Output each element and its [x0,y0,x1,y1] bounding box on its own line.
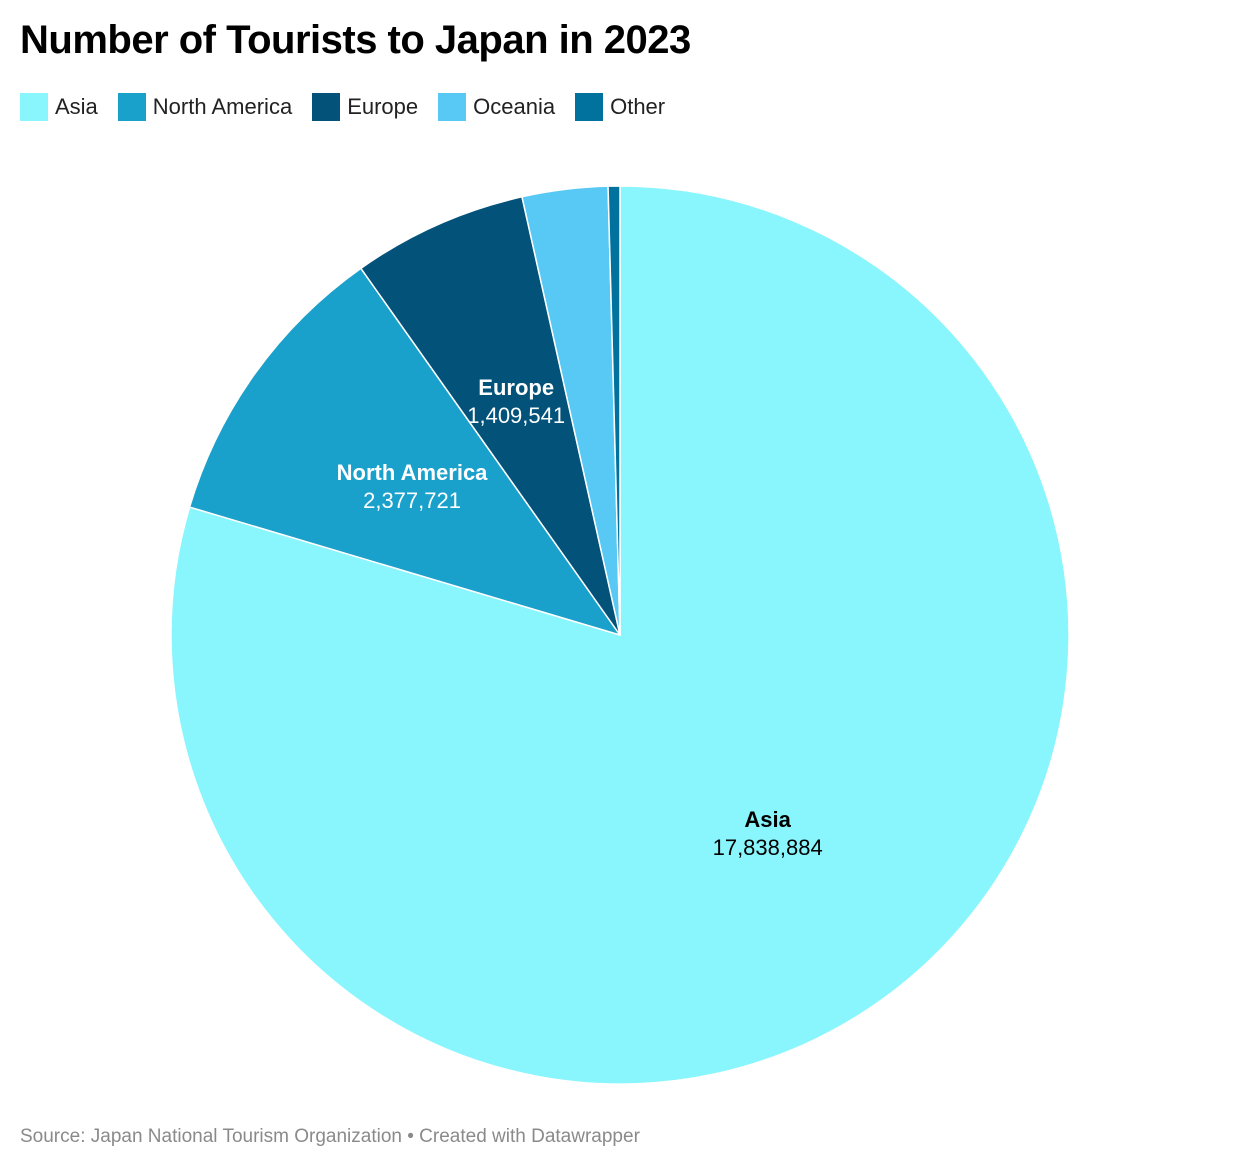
slice-value-europe: 1,409,541 [467,403,565,428]
slice-name-europe: Europe [478,375,554,400]
source-note: Source: Japan National Tourism Organizat… [20,1126,640,1148]
slice-value-north-america: 2,377,721 [363,488,461,513]
slice-name-asia: Asia [744,807,791,832]
slice-value-asia: 17,838,884 [713,835,823,860]
slice-name-north-america: North America [337,460,489,485]
